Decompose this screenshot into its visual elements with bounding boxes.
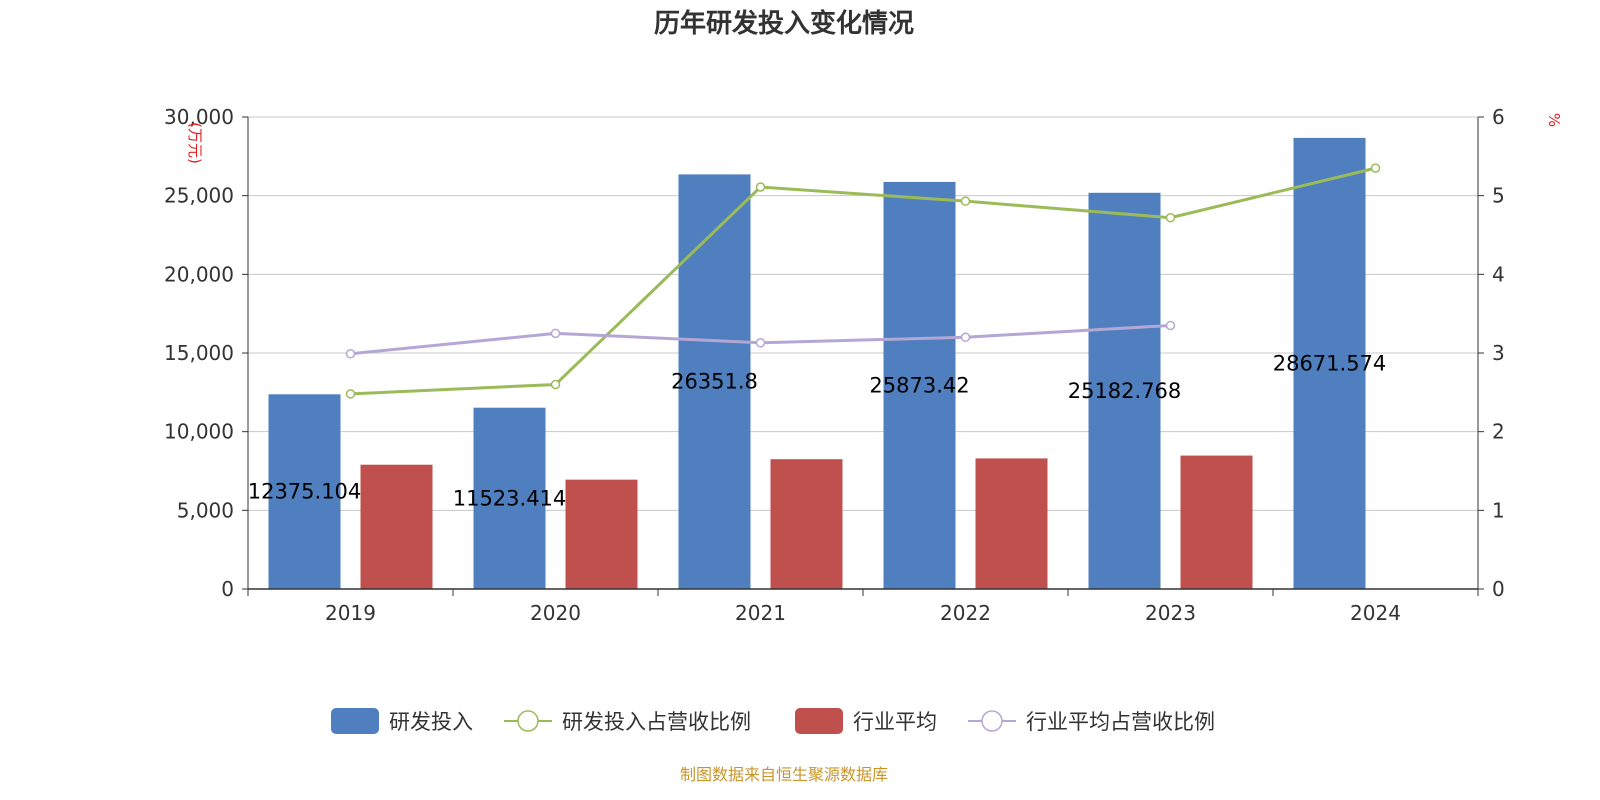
- bar-value-label: 25182.768: [1068, 379, 1182, 403]
- legend-swatch-marker: [517, 710, 539, 732]
- source-note: 制图数据来自恒生聚源数据库: [680, 765, 888, 784]
- left-axis-tick-label: 30,000: [164, 105, 234, 129]
- legend-swatch: [795, 708, 843, 734]
- x-axis-tick-label: 2020: [530, 601, 581, 625]
- bar-value-label: 28671.574: [1273, 351, 1387, 375]
- left-axis-tick-label: 25,000: [164, 184, 234, 208]
- data-labels: 12375.104 11523.414 26351.8 25873.42 25182.7…: [248, 351, 1387, 510]
- left-axis-tick-label: 0: [221, 577, 234, 601]
- bar-value-label: 26351.8: [671, 370, 758, 394]
- legend-label: 行业平均占营收比例: [1026, 710, 1215, 734]
- bar-rd-2019: [268, 394, 341, 589]
- right-axis-unit: %: [1545, 113, 1563, 127]
- bar-rd-2021: [678, 174, 751, 589]
- x-axis-tick-label: 2019: [325, 601, 376, 625]
- right-axis-tick-label: 0: [1492, 577, 1505, 601]
- x-axis-tick-label: 2021: [735, 601, 786, 625]
- legend-swatch-marker: [981, 710, 1003, 732]
- bar-industry-2022: [975, 458, 1048, 589]
- bar-rd-2022: [883, 181, 956, 589]
- line-point: [960, 196, 971, 206]
- axes: 0 0 5,000 1 10,000 2 15,000 3 20,000 4 25,000 5 30,0…: [164, 105, 1505, 625]
- bar-rd-2023: [1088, 192, 1161, 589]
- left-axis-tick-label: 5,000: [177, 498, 234, 522]
- right-axis-tick-label: 1: [1492, 498, 1505, 522]
- legend-label: 行业平均: [853, 710, 937, 734]
- x-axis-tick-label: 2023: [1145, 601, 1196, 625]
- bar-industry-2021: [770, 459, 843, 589]
- bar-industry-2019: [360, 464, 433, 589]
- line-point: [755, 338, 766, 348]
- line-point: [550, 379, 561, 390]
- left-axis-tick-label: 10,000: [164, 420, 234, 444]
- left-axis-tick-label: 15,000: [164, 341, 234, 365]
- line-point: [345, 389, 356, 399]
- line-point: [960, 332, 971, 343]
- bar-value-label: 25873.42: [869, 373, 969, 397]
- legend-label: 研发投入占营收比例: [562, 710, 751, 734]
- gridlines: [248, 116, 1478, 511]
- line-point: [1165, 212, 1176, 223]
- left-axis-tick-label: 20,000: [164, 262, 234, 286]
- right-axis-tick-label: 6: [1492, 105, 1505, 129]
- bar-industry-2023: [1180, 455, 1253, 589]
- right-axis-tick-label: 2: [1492, 420, 1505, 444]
- right-axis-tick-label: 3: [1492, 341, 1505, 365]
- line-point: [1165, 320, 1176, 331]
- left-axis-unit: (万元): [186, 122, 204, 164]
- bars: [268, 137, 1366, 589]
- bar-value-label: 11523.414: [453, 486, 567, 510]
- right-axis-tick-label: 4: [1492, 262, 1505, 286]
- bar-rd-2024: [1293, 137, 1366, 589]
- line-point: [550, 328, 561, 339]
- bar-industry-2020: [565, 479, 638, 589]
- right-axis-tick-label: 5: [1492, 184, 1505, 208]
- legend-swatch: [331, 708, 379, 734]
- bar-value-label: 12375.104: [248, 480, 362, 504]
- x-axis-tick-label: 2022: [940, 601, 991, 625]
- line-point: [345, 349, 356, 359]
- x-axis-tick-label: 2024: [1350, 601, 1401, 625]
- series-lines: [345, 163, 1381, 399]
- bar-rd-2020: [473, 407, 546, 589]
- line-point: [755, 182, 766, 192]
- chart-title: 历年研发投入变化情况: [654, 8, 914, 39]
- line-rd-ratio: [350, 166, 1376, 396]
- legend-label: 研发投入: [389, 710, 473, 734]
- line-point: [1370, 163, 1381, 173]
- legend: 研发投入 研发投入占营收比例 行业平均 行业平均占营收比例: [331, 708, 1215, 734]
